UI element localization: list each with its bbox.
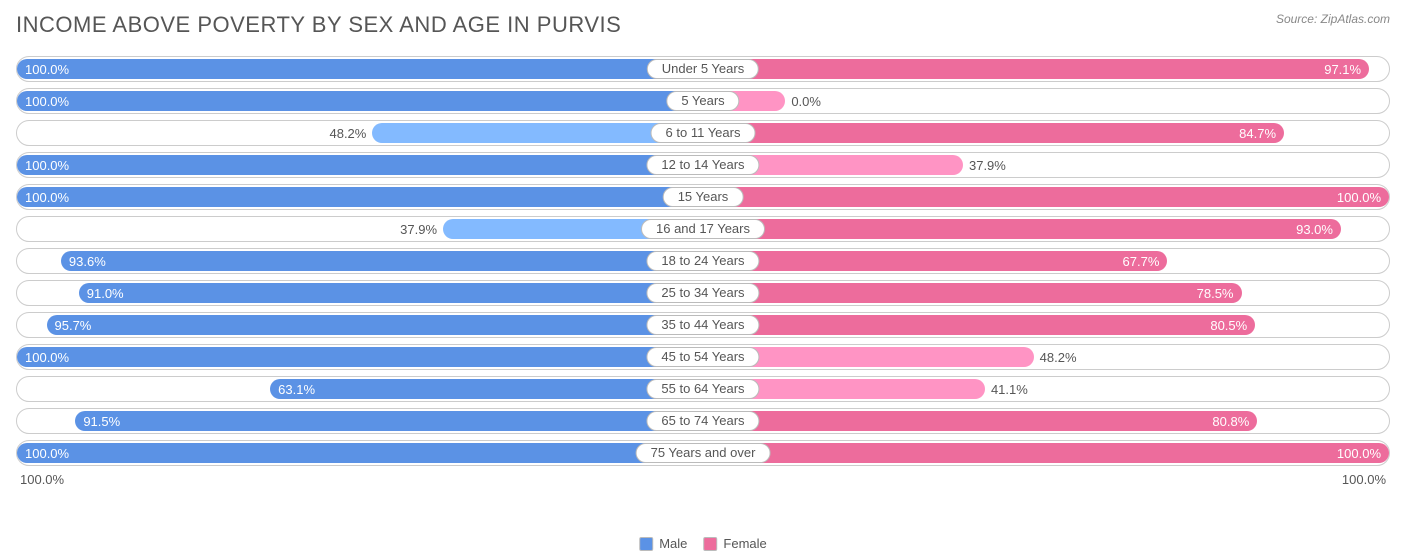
female-bar-value: 37.9%: [969, 158, 1006, 173]
legend-swatch-female: [703, 537, 717, 551]
female-bar: 93.0%: [703, 219, 1341, 239]
category-pill: 55 to 64 Years: [646, 379, 759, 399]
chart-title: INCOME ABOVE POVERTY BY SEX AND AGE IN P…: [16, 12, 621, 38]
male-bar: 100.0%: [17, 155, 703, 175]
chart-row: 100.0% 97.1% Under 5 Years: [16, 56, 1390, 82]
male-bar-value: 100.0%: [25, 446, 69, 461]
male-bar: 100.0%: [17, 347, 703, 367]
female-bar: 78.5%: [703, 283, 1242, 303]
category-pill: Under 5 Years: [647, 59, 759, 79]
male-bar-value: 91.5%: [83, 414, 120, 429]
chart-row: 91.5% 80.8% 65 to 74 Years: [16, 408, 1390, 434]
female-bar: 100.0%: [703, 443, 1389, 463]
chart-row: 48.2% 84.7% 6 to 11 Years: [16, 120, 1390, 146]
chart-row: 95.7% 80.5% 35 to 44 Years: [16, 312, 1390, 338]
female-bar: 100.0%: [703, 187, 1389, 207]
female-bar-value: 100.0%: [1337, 446, 1381, 461]
chart-row: 100.0% 37.9% 12 to 14 Years: [16, 152, 1390, 178]
diverging-bar-chart: 100.0% 97.1% Under 5 Years 100.0% 0.0% 5 Year…: [16, 56, 1390, 466]
male-bar-value: 100.0%: [25, 62, 69, 77]
male-bar: 91.0%: [79, 283, 703, 303]
male-bar: 63.1%: [270, 379, 703, 399]
male-bar-value: 93.6%: [69, 254, 106, 269]
male-bar: 100.0%: [17, 91, 703, 111]
chart-row: 100.0% 100.0% 75 Years and over: [16, 440, 1390, 466]
category-pill: 5 Years: [666, 91, 739, 111]
male-bar: 91.5%: [75, 411, 703, 431]
female-bar-value: 48.2%: [1040, 350, 1077, 365]
male-bar-value: 48.2%: [329, 126, 366, 141]
female-bar-value: 97.1%: [1324, 62, 1361, 77]
category-pill: 75 Years and over: [636, 443, 771, 463]
category-pill: 6 to 11 Years: [651, 123, 756, 143]
female-bar: 97.1%: [703, 59, 1369, 79]
male-bar-value: 100.0%: [25, 94, 69, 109]
male-bar: 93.6%: [61, 251, 703, 271]
chart-row: 100.0% 0.0% 5 Years: [16, 88, 1390, 114]
male-bar: 100.0%: [17, 443, 703, 463]
category-pill: 65 to 74 Years: [646, 411, 759, 431]
category-pill: 16 and 17 Years: [641, 219, 765, 239]
chart-row: 93.6% 67.7% 18 to 24 Years: [16, 248, 1390, 274]
female-bar: 84.7%: [703, 123, 1284, 143]
female-bar: 67.7%: [703, 251, 1167, 271]
category-pill: 12 to 14 Years: [646, 155, 759, 175]
male-bar-value: 37.9%: [400, 222, 437, 237]
female-bar-value: 100.0%: [1337, 190, 1381, 205]
female-bar-value: 93.0%: [1296, 222, 1333, 237]
axis-right-label: 100.0%: [1342, 472, 1386, 487]
male-bar-value: 63.1%: [278, 382, 315, 397]
male-bar: 100.0%: [17, 59, 703, 79]
female-bar-value: 41.1%: [991, 382, 1028, 397]
male-bar-value: 100.0%: [25, 158, 69, 173]
female-bar: 80.5%: [703, 315, 1255, 335]
axis-left-label: 100.0%: [20, 472, 64, 487]
category-pill: 15 Years: [663, 187, 744, 207]
legend-item-male: Male: [639, 536, 687, 551]
chart-row: 100.0% 100.0% 15 Years: [16, 184, 1390, 210]
female-bar: 80.8%: [703, 411, 1257, 431]
category-pill: 35 to 44 Years: [646, 315, 759, 335]
chart-row: 37.9% 93.0% 16 and 17 Years: [16, 216, 1390, 242]
legend: Male Female: [639, 536, 767, 551]
female-bar-value: 0.0%: [791, 94, 821, 109]
female-bar-value: 78.5%: [1197, 286, 1234, 301]
chart-row: 91.0% 78.5% 25 to 34 Years: [16, 280, 1390, 306]
male-bar-value: 95.7%: [55, 318, 92, 333]
male-bar-value: 91.0%: [87, 286, 124, 301]
category-pill: 18 to 24 Years: [646, 251, 759, 271]
category-pill: 45 to 54 Years: [646, 347, 759, 367]
legend-item-female: Female: [703, 536, 766, 551]
category-pill: 25 to 34 Years: [646, 283, 759, 303]
female-bar-value: 84.7%: [1239, 126, 1276, 141]
male-bar: 95.7%: [47, 315, 704, 335]
male-bar-value: 100.0%: [25, 350, 69, 365]
legend-label-female: Female: [723, 536, 766, 551]
chart-row: 63.1% 41.1% 55 to 64 Years: [16, 376, 1390, 402]
chart-source: Source: ZipAtlas.com: [1276, 12, 1390, 26]
chart-row: 100.0% 48.2% 45 to 54 Years: [16, 344, 1390, 370]
female-bar-value: 67.7%: [1123, 254, 1160, 269]
male-bar: 100.0%: [17, 187, 703, 207]
legend-swatch-male: [639, 537, 653, 551]
x-axis: 100.0% 100.0%: [16, 472, 1390, 487]
female-bar-value: 80.5%: [1210, 318, 1247, 333]
female-bar-value: 80.8%: [1212, 414, 1249, 429]
male-bar-value: 100.0%: [25, 190, 69, 205]
legend-label-male: Male: [659, 536, 687, 551]
